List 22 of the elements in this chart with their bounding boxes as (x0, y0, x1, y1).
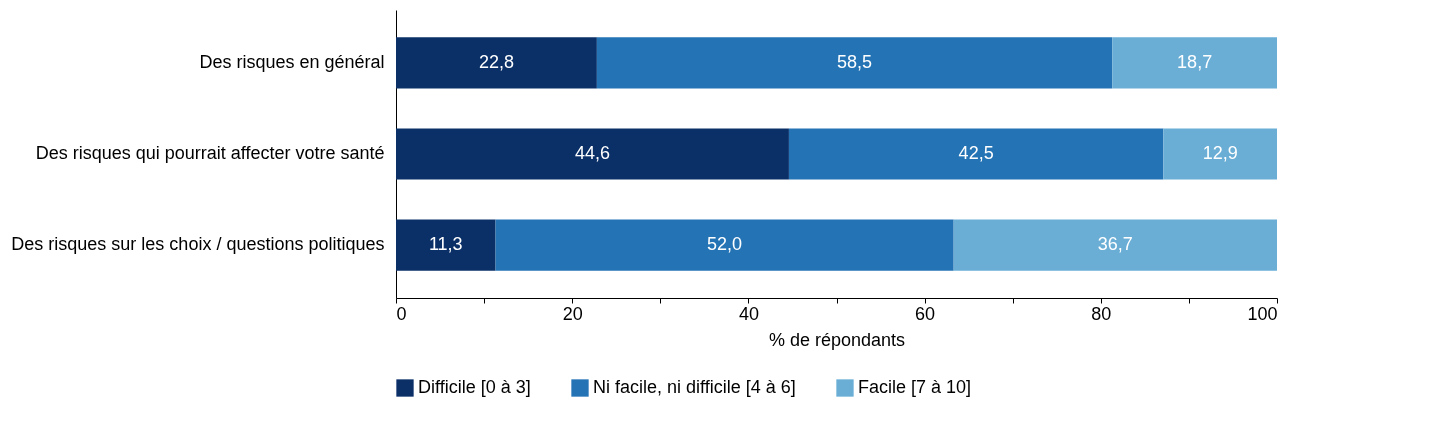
data-label: 18,7 (1177, 51, 1213, 72)
y-tick-label: Des risques sur les choix / questions politiques (11, 234, 385, 255)
x-tick-label: 40 (738, 303, 759, 324)
y-tick-label: Des risques qui pourrait affecter votre santé (35, 143, 385, 163)
data-label: 36,7 (1097, 234, 1133, 255)
data-label: 11,3 (428, 234, 463, 255)
y-tick-label: Des risques en général (199, 51, 385, 72)
legend-label: Ni facile, ni difficile [4 à 6] (593, 377, 796, 397)
x-tick-label: 20 (562, 303, 583, 324)
data-label: 52,0 (707, 234, 743, 255)
data-label: 44,6 (574, 143, 610, 163)
data-label: 42,5 (958, 143, 994, 163)
x-tick-label: 0 (396, 303, 407, 324)
legend-label: Facile [7 à 10] (858, 377, 972, 397)
x-tick-label: 80 (1091, 303, 1112, 324)
x-tick-label: 60 (915, 303, 936, 324)
x-tick-label: 100 (1247, 303, 1278, 324)
data-label: 58,5 (837, 51, 873, 72)
data-label: 12,9 (1202, 143, 1238, 163)
data-label: 22,8 (478, 51, 514, 72)
x-axis-title: % de répondants (768, 329, 906, 350)
legend-label: Difficile [0 à 3] (418, 377, 531, 397)
